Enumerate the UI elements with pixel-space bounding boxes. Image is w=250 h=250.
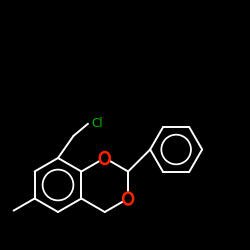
Ellipse shape <box>123 192 133 204</box>
Text: Cl: Cl <box>91 117 102 130</box>
Ellipse shape <box>100 152 110 164</box>
